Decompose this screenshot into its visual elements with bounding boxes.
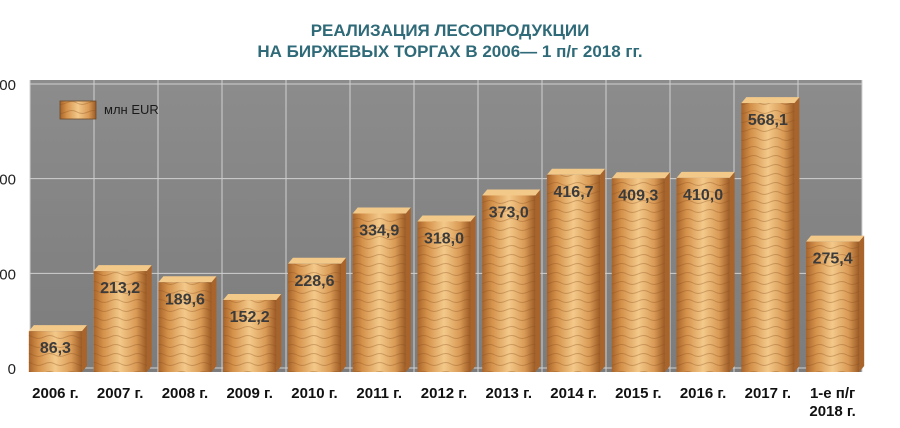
x-tick-label: 2007 г.	[97, 385, 143, 402]
bar-grain	[676, 177, 730, 372]
legend-swatch-grain	[60, 101, 96, 119]
bar-side	[405, 207, 411, 372]
y-tick-label: 400	[0, 172, 16, 189]
bar-side	[470, 215, 476, 372]
x-tick-label: 2018 г.	[809, 403, 855, 420]
x-tick-label: 2017 г.	[745, 385, 791, 402]
bar-grain	[417, 221, 471, 372]
bar-value-label: 568,1	[748, 112, 788, 129]
x-tick-label: 2012 г.	[421, 385, 467, 402]
bar-grain	[223, 299, 277, 372]
bar-grain	[287, 263, 342, 372]
bar-grain	[806, 241, 860, 372]
bar-top	[158, 276, 217, 283]
bar-grain	[741, 103, 795, 372]
legend: млн EUR	[59, 100, 159, 120]
bar-side	[664, 172, 670, 372]
bar-side	[859, 235, 865, 372]
bar-grain	[93, 271, 147, 372]
bar-value-label: 86,3	[40, 340, 71, 357]
bar-grain	[352, 213, 406, 372]
bar-top	[287, 257, 347, 264]
bar-side	[146, 265, 152, 372]
bar-top	[417, 215, 476, 222]
x-tick-label: 2011 г.	[356, 385, 402, 402]
bar-side	[600, 168, 606, 372]
x-tick-label: 1-е п/г	[810, 385, 855, 402]
bar-grain	[28, 331, 82, 372]
x-tick-label: 2008 г.	[162, 385, 208, 402]
chart-title: РЕАЛИЗАЦИЯ ЛЕСОПРОДУКЦИИ НА БИРЖЕВЫХ ТОР…	[0, 20, 900, 62]
x-tick-label: 2009 г.	[226, 385, 272, 402]
bar-top	[546, 168, 606, 175]
x-tick-label: 2006 г.	[32, 385, 78, 402]
x-tick-label: 2015 г.	[615, 385, 661, 402]
y-tick-label: 200	[0, 266, 16, 283]
bar-top	[806, 235, 865, 242]
bar-grain	[158, 282, 212, 372]
bar-grain	[482, 195, 536, 372]
bar-value-label: 373,0	[489, 204, 529, 221]
bar-side	[341, 257, 347, 372]
chart-title-line-1: РЕАЛИЗАЦИЯ ЛЕСОПРОДУКЦИИ	[310, 21, 590, 40]
bar-side	[729, 171, 735, 372]
y-tick-label: 600	[0, 77, 16, 94]
x-tick-label: 2016 г.	[680, 385, 726, 402]
x-tick-label: 2014 г.	[550, 385, 596, 402]
bar-value-label: 152,2	[230, 309, 270, 326]
bar-value-label: 334,9	[359, 222, 399, 239]
y-tick-label: 0	[8, 361, 16, 378]
x-tick-label: 2010 г.	[291, 385, 337, 402]
bar-top	[611, 172, 670, 179]
bar-top	[223, 293, 282, 300]
bar-top	[352, 207, 411, 214]
bar-value-label: 318,0	[424, 230, 464, 247]
bar-side	[794, 97, 800, 372]
bar-top	[741, 97, 800, 104]
bar-value-label: 275,4	[813, 251, 853, 268]
bar-value-label: 416,7	[554, 184, 594, 201]
legend-label: млн EUR	[104, 102, 159, 117]
x-tick-label: 2013 г.	[486, 385, 532, 402]
bar-side	[535, 189, 541, 372]
bar-value-label: 410,0	[683, 187, 723, 204]
chart-title-line-2: НА БИРЖЕВЫХ ТОРГАХ В 2006— 1 п/г 2018 гг…	[257, 42, 643, 61]
bar-top	[93, 265, 152, 272]
bar-side	[276, 293, 282, 372]
bar-side	[211, 276, 217, 372]
bar-top	[28, 325, 87, 332]
bar-grain	[546, 174, 601, 372]
bar-top	[482, 189, 541, 196]
bar-value-label: 189,6	[165, 291, 205, 308]
bar-value-label: 228,6	[294, 273, 334, 290]
bar-side	[81, 325, 87, 372]
bar-value-label: 213,2	[100, 280, 140, 297]
bar-grain	[611, 178, 665, 372]
bar-top	[676, 171, 735, 178]
bar-value-label: 409,3	[618, 187, 658, 204]
